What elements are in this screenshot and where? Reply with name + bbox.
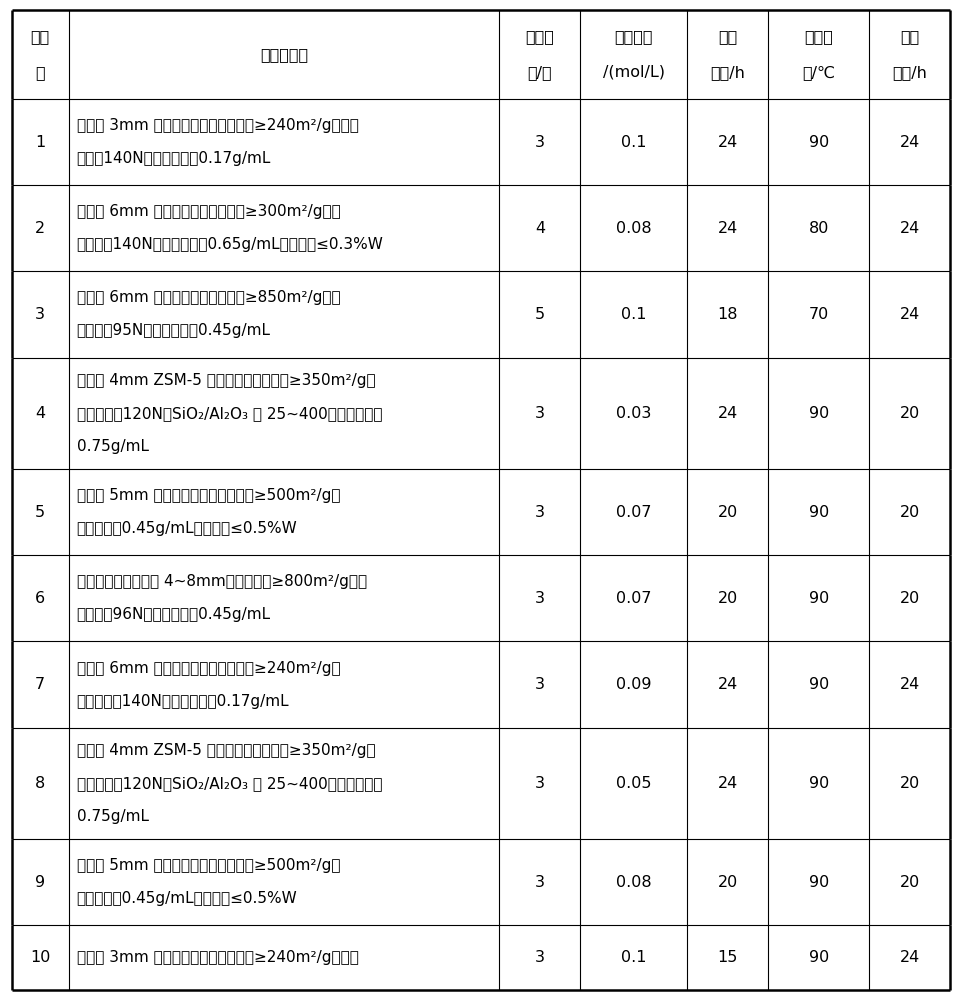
Text: 90: 90 xyxy=(808,135,828,150)
Text: 70: 70 xyxy=(808,307,828,322)
Text: 24: 24 xyxy=(899,221,919,236)
Text: 20: 20 xyxy=(899,505,919,520)
Text: 24: 24 xyxy=(899,950,919,965)
Text: /(mol/L): /(mol/L) xyxy=(603,65,664,80)
Text: 3: 3 xyxy=(534,776,544,791)
Text: 硝酸浓度: 硝酸浓度 xyxy=(614,29,653,44)
Text: 90: 90 xyxy=(808,591,828,606)
Text: 90: 90 xyxy=(808,950,828,965)
Text: 5: 5 xyxy=(534,307,544,322)
Text: 90: 90 xyxy=(808,505,828,520)
Text: 80: 80 xyxy=(808,221,828,236)
Text: 干燥: 干燥 xyxy=(899,29,919,44)
Text: 24: 24 xyxy=(899,307,919,322)
Text: 度/℃: 度/℃ xyxy=(801,65,834,80)
Text: 20: 20 xyxy=(899,406,919,421)
Text: 24: 24 xyxy=(717,776,737,791)
Text: 抗压强度＞140N，堆积密度＞0.17g/mL: 抗压强度＞140N，堆积密度＞0.17g/mL xyxy=(77,694,289,709)
Text: 15: 15 xyxy=(717,950,737,965)
Text: 24: 24 xyxy=(899,677,919,692)
Text: 催化剂载体: 催化剂载体 xyxy=(259,47,308,62)
Text: 24: 24 xyxy=(717,221,737,236)
Text: 3: 3 xyxy=(534,135,544,150)
Text: 8: 8 xyxy=(35,776,45,791)
Text: 粒径为 6mm 果壳活性炭，比表面积≥850m²/g，抗: 粒径为 6mm 果壳活性炭，比表面积≥850m²/g，抗 xyxy=(77,290,340,305)
Text: 煤基柱状活性炭直径 4~8mm，比表面积≥800m²/g，抗: 煤基柱状活性炭直径 4~8mm，比表面积≥800m²/g，抗 xyxy=(77,574,366,589)
Text: 20: 20 xyxy=(899,776,919,791)
Text: 堆积密度＞0.45g/mL，磨损率≤0.5%W: 堆积密度＞0.45g/mL，磨损率≤0.5%W xyxy=(77,891,297,906)
Text: 1: 1 xyxy=(35,135,45,150)
Text: 粒径为 6mm 氧化铝小球，比表面积≥300m²/g，抗: 粒径为 6mm 氧化铝小球，比表面积≥300m²/g，抗 xyxy=(77,204,340,219)
Text: 例: 例 xyxy=(36,65,45,80)
Text: 0.1: 0.1 xyxy=(621,307,646,322)
Text: 粒径为 6mm 多孔陶瓷小球，比表面积≥240m²/g，: 粒径为 6mm 多孔陶瓷小球，比表面积≥240m²/g， xyxy=(77,661,340,676)
Text: 24: 24 xyxy=(899,135,919,150)
Text: 18: 18 xyxy=(717,307,737,322)
Text: 抗压强度＞120N，SiO₂/Al₂O₃ 为 25~400，堆积密度＞: 抗压强度＞120N，SiO₂/Al₂O₃ 为 25~400，堆积密度＞ xyxy=(77,406,382,421)
Text: 干燥温: 干燥温 xyxy=(803,29,832,44)
Text: 时间/h: 时间/h xyxy=(709,65,745,80)
Text: 粒径为 5mm 多硅斜发沸石，比表面积≥500m²/g，: 粒径为 5mm 多硅斜发沸石，比表面积≥500m²/g， xyxy=(77,858,340,873)
Text: 2: 2 xyxy=(36,221,45,236)
Text: 清洗次: 清洗次 xyxy=(525,29,554,44)
Text: 0.09: 0.09 xyxy=(615,677,651,692)
Text: 抗压强度＞120N，SiO₂/Al₂O₃ 为 25~400，堆积密度＞: 抗压强度＞120N，SiO₂/Al₂O₃ 为 25~400，堆积密度＞ xyxy=(77,776,382,791)
Text: 堆积密度＞0.45g/mL，磨损率≤0.5%W: 堆积密度＞0.45g/mL，磨损率≤0.5%W xyxy=(77,521,297,536)
Text: 9: 9 xyxy=(36,875,45,890)
Text: 3: 3 xyxy=(534,875,544,890)
Text: 0.1: 0.1 xyxy=(621,950,646,965)
Text: 0.07: 0.07 xyxy=(615,591,651,606)
Text: 24: 24 xyxy=(717,135,737,150)
Text: 强度＞140N，堆积密度＞0.17g/mL: 强度＞140N，堆积密度＞0.17g/mL xyxy=(77,151,271,166)
Text: 3: 3 xyxy=(534,677,544,692)
Text: 压强度＞96N，堆积密度＞0.45g/mL: 压强度＞96N，堆积密度＞0.45g/mL xyxy=(77,607,270,622)
Text: 粒径为 5mm 多硅斜发沸石，比表面积≥500m²/g，: 粒径为 5mm 多硅斜发沸石，比表面积≥500m²/g， xyxy=(77,488,340,503)
Text: 0.1: 0.1 xyxy=(621,135,646,150)
Text: 90: 90 xyxy=(808,776,828,791)
Text: 3: 3 xyxy=(534,950,544,965)
Text: 20: 20 xyxy=(717,875,737,890)
Text: 24: 24 xyxy=(717,677,737,692)
Text: 90: 90 xyxy=(808,406,828,421)
Text: 24: 24 xyxy=(717,406,737,421)
Text: 7: 7 xyxy=(36,677,45,692)
Text: 数/次: 数/次 xyxy=(527,65,552,80)
Text: 3: 3 xyxy=(534,591,544,606)
Text: 浸泡: 浸泡 xyxy=(718,29,737,44)
Text: 5: 5 xyxy=(36,505,45,520)
Text: 0.08: 0.08 xyxy=(615,875,651,890)
Text: 4: 4 xyxy=(534,221,544,236)
Text: 90: 90 xyxy=(808,875,828,890)
Text: 0.07: 0.07 xyxy=(615,505,651,520)
Text: 压强度＞95N，堆积密度＞0.45g/mL: 压强度＞95N，堆积密度＞0.45g/mL xyxy=(77,323,270,338)
Text: 0.05: 0.05 xyxy=(615,776,651,791)
Text: 6: 6 xyxy=(36,591,45,606)
Text: 时间/h: 时间/h xyxy=(892,65,926,80)
Text: 0.75g/mL: 0.75g/mL xyxy=(77,809,148,824)
Text: 20: 20 xyxy=(899,875,919,890)
Text: 0.08: 0.08 xyxy=(615,221,651,236)
Text: 实施: 实施 xyxy=(31,29,50,44)
Text: 粒径为 4mm ZSM-5 型分子筛，比表面积≥350m²/g，: 粒径为 4mm ZSM-5 型分子筛，比表面积≥350m²/g， xyxy=(77,743,375,758)
Text: 3: 3 xyxy=(36,307,45,322)
Text: 粒径为 3mm 多孔陶瓷小球，比表面积≥240m²/g，抗压: 粒径为 3mm 多孔陶瓷小球，比表面积≥240m²/g，抗压 xyxy=(77,118,358,133)
Text: 0.75g/mL: 0.75g/mL xyxy=(77,439,148,454)
Text: 4: 4 xyxy=(36,406,45,421)
Text: 3: 3 xyxy=(534,505,544,520)
Text: 20: 20 xyxy=(899,591,919,606)
Text: 粒径为 3mm 多孔陶瓷小球，比表面积≥240m²/g，抗压: 粒径为 3mm 多孔陶瓷小球，比表面积≥240m²/g，抗压 xyxy=(77,950,358,965)
Text: 10: 10 xyxy=(30,950,50,965)
Text: 20: 20 xyxy=(717,505,737,520)
Text: 90: 90 xyxy=(808,677,828,692)
Text: 粒径为 4mm ZSM-5 型分子筛，比表面积≥350m²/g，: 粒径为 4mm ZSM-5 型分子筛，比表面积≥350m²/g， xyxy=(77,373,375,388)
Text: 20: 20 xyxy=(717,591,737,606)
Text: 0.03: 0.03 xyxy=(616,406,651,421)
Text: 3: 3 xyxy=(534,406,544,421)
Text: 压强度＞140N，堆积密度＞0.65g/mL，磨损率≤0.3%W: 压强度＞140N，堆积密度＞0.65g/mL，磨损率≤0.3%W xyxy=(77,237,383,252)
